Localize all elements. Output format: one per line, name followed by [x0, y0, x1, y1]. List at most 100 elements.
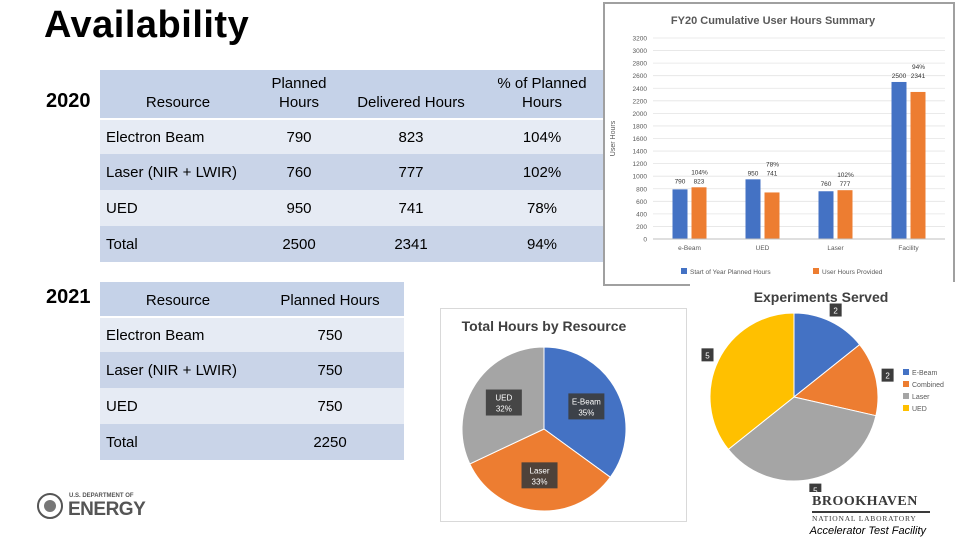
legend-swatch [903, 381, 909, 387]
year-2020-label: 2020 [46, 90, 91, 112]
bar-chart: FY20 Cumulative User Hours Summary 0 200 40… [610, 15, 945, 276]
table-cell: 750 [256, 316, 404, 352]
y-tick-label: 1600 [633, 136, 648, 143]
bar-provided [691, 187, 707, 239]
bar-value-label: 2500 [892, 73, 907, 80]
y-axis-label: User Hours [610, 120, 617, 156]
table-row: Electron Beam 750 [100, 316, 404, 352]
table-row: Laser (NIR + LWIR) 750 [100, 352, 404, 388]
bar-planned [745, 179, 761, 239]
doe-logo: U.S. DEPARTMENT OF ENERGY [36, 492, 146, 520]
legend-swatch [813, 268, 819, 274]
pie-title: Total Hours by Resource [462, 318, 627, 334]
table-row: UED 750 [100, 388, 404, 424]
y-tick-label: 3200 [633, 36, 648, 43]
x-tick-label: e-Beam [678, 245, 701, 252]
pie-pct-label: 35% [578, 408, 594, 417]
table-cell: UED [100, 388, 256, 424]
bar-provided [837, 190, 853, 239]
pie-label: Laser [530, 466, 550, 475]
y-tick-label: 600 [636, 199, 647, 206]
legend-label: E-Beam [912, 370, 937, 377]
year-2021-label: 2021 [46, 286, 91, 308]
y-tick-label: 2200 [633, 98, 648, 105]
pie-label: E-Beam [572, 397, 601, 406]
table-cell: 750 [256, 352, 404, 388]
legend-swatch [903, 393, 909, 399]
table-cell: Electron Beam [100, 118, 256, 154]
table-cell: 823 [342, 118, 480, 154]
table-cell: Total [100, 424, 256, 460]
pie-value-box [701, 348, 714, 362]
pie-slice [709, 312, 795, 451]
bar-provided [910, 91, 926, 240]
bar-pct-label: 94% [912, 64, 925, 71]
y-tick-label: 400 [636, 211, 647, 218]
table-2020-header: Delivered Hours [342, 70, 480, 118]
bar-pct-label: 102% [837, 172, 854, 179]
pie-slice [793, 312, 861, 399]
table-row: Total 2500 2341 94% [100, 226, 604, 262]
table-2020-header: Resource [100, 70, 256, 118]
table-row: Electron Beam 790 823 104% [100, 118, 604, 154]
table-2021: Resource Planned Hours Electron Beam 750… [100, 282, 404, 460]
pie-value-box [829, 303, 842, 317]
table-cell: Laser (NIR + LWIR) [100, 352, 256, 388]
table-cell: 2500 [256, 226, 342, 262]
table-cell: 2250 [256, 424, 404, 460]
pie-title: Experiments Served [754, 289, 889, 305]
legend-swatch [681, 268, 687, 274]
pie-label-box [521, 462, 558, 489]
table-cell: Electron Beam [100, 316, 256, 352]
table-cell: 104% [480, 118, 604, 154]
y-tick-label: 2000 [633, 111, 648, 118]
pie-pct-label: 33% [532, 477, 548, 486]
legend-label: UED [912, 406, 927, 413]
legend-label: Start of Year Planned Hours [690, 269, 771, 276]
bar-pct-label: 104% [691, 169, 708, 176]
bar-value-label: 823 [694, 178, 705, 185]
y-tick-label: 2600 [633, 73, 648, 80]
pie-label-box [568, 393, 605, 420]
pie-value-label: 5 [705, 351, 710, 360]
pie-label-box [485, 389, 522, 416]
bnl-wordmark: BROOKHAVEN [812, 494, 918, 509]
bnl-logo: BROOKHAVEN NATIONAL LABORATORY [812, 494, 930, 523]
bar-planned [672, 189, 688, 239]
legend-swatch [903, 405, 909, 411]
pie-slice [792, 343, 879, 417]
legend-label: User Hours Provided [822, 269, 883, 276]
bar-pct-label: 78% [766, 161, 779, 168]
y-tick-label: 0 [643, 237, 647, 244]
bar-value-label: 790 [675, 178, 686, 185]
y-tick-label: 2400 [633, 86, 648, 93]
pie-experiments-panel: Experiments Served 2 2 5 5 E-Beam Combined Lase… [690, 282, 956, 497]
table-2020: Resource Planned Hours Delivered Hours %… [100, 70, 604, 262]
pie-value-box [881, 368, 894, 382]
y-tick-label: 200 [636, 224, 647, 231]
bar-chart-frame: FY20 Cumulative User Hours Summary 0 200 40… [603, 2, 955, 286]
table-cell: Total [100, 226, 256, 262]
y-tick-label: 800 [636, 186, 647, 193]
legend-label: Combined [912, 382, 944, 389]
table-cell: 741 [342, 190, 480, 226]
y-tick-label: 1000 [633, 174, 648, 181]
x-tick-label: Facility [898, 245, 919, 252]
pie-slice [727, 396, 877, 482]
table-cell: 102% [480, 154, 604, 190]
table-cell: 78% [480, 190, 604, 226]
table-cell: Laser (NIR + LWIR) [100, 154, 256, 190]
y-tick-label: 1400 [633, 149, 648, 156]
x-tick-label: UED [756, 245, 770, 252]
footer-caption: Accelerator Test Facility [809, 525, 926, 537]
pie-value-label: 2 [833, 307, 838, 316]
y-tick-label: 1200 [633, 161, 648, 168]
legend-swatch [903, 369, 909, 375]
bar-value-label: 760 [821, 181, 832, 188]
bar-provided [764, 192, 780, 239]
pie-experiments: Experiments Served 2 2 5 5 E-Beam Combined Lase… [701, 289, 944, 497]
doe-seal-icon [37, 493, 63, 519]
bar-value-label: 2341 [911, 73, 926, 80]
table-cell: 94% [480, 226, 604, 262]
table-cell: 750 [256, 388, 404, 424]
